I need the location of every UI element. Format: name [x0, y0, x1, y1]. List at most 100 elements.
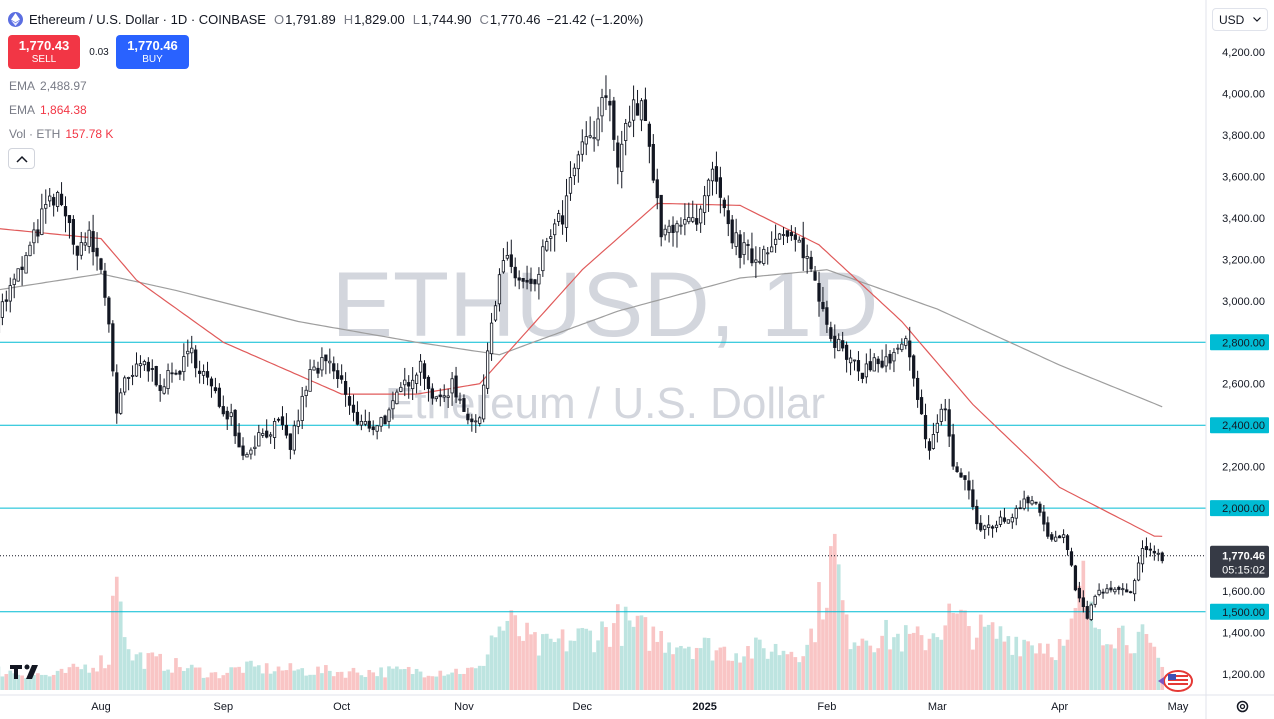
indicator-ema-long[interactable]: EMA 2,488.97 [9, 79, 87, 93]
candle-body[interactable] [237, 432, 241, 448]
candle-body[interactable] [979, 522, 983, 531]
candle-body[interactable] [126, 376, 131, 379]
candle-body[interactable] [1022, 498, 1026, 509]
candle-body[interactable] [896, 347, 900, 350]
candle-body[interactable] [888, 353, 892, 364]
candle-body[interactable] [616, 142, 620, 168]
candle-body[interactable] [529, 278, 533, 284]
candle-body[interactable] [154, 365, 158, 386]
candle-body[interactable] [714, 166, 719, 182]
candle-body[interactable] [1054, 536, 1058, 542]
candle-body[interactable] [990, 526, 995, 529]
candle-body[interactable] [1010, 517, 1014, 523]
candle-body[interactable] [1105, 588, 1109, 594]
candle-body[interactable] [478, 417, 482, 424]
candle-body[interactable] [48, 195, 52, 202]
candle-body[interactable] [450, 378, 454, 394]
candle-body[interactable] [142, 361, 147, 366]
candle-body[interactable] [667, 225, 671, 233]
candle-body[interactable] [872, 357, 876, 372]
candle-body[interactable] [103, 270, 107, 298]
candle-body[interactable] [320, 357, 324, 371]
candle-body[interactable] [545, 241, 549, 251]
tradingview-logo-icon[interactable] [10, 663, 44, 683]
candle-body[interactable] [742, 242, 746, 255]
indicator-ema-short[interactable]: EMA 1,864.38 [9, 103, 87, 117]
candle-body[interactable] [809, 256, 813, 270]
candle-body[interactable] [513, 266, 517, 279]
candle-body[interactable] [182, 356, 186, 373]
candle-body[interactable] [493, 305, 498, 321]
candle-body[interactable] [221, 406, 225, 415]
candle-body[interactable] [1093, 595, 1097, 605]
candle-body[interactable] [860, 372, 865, 379]
candle-body[interactable] [746, 244, 750, 246]
candle-body[interactable] [955, 466, 959, 473]
candle-body[interactable] [939, 408, 943, 422]
candle-body[interactable] [509, 254, 513, 267]
candle-body[interactable] [553, 223, 557, 236]
candle-body[interactable] [107, 297, 111, 325]
candle-body[interactable] [55, 192, 60, 207]
horizontal-levels[interactable] [0, 341, 1206, 613]
candle-body[interactable] [340, 375, 344, 380]
candle-body[interactable] [947, 409, 951, 437]
level-price-badge[interactable] [1210, 500, 1269, 517]
candle-body[interactable] [880, 360, 884, 368]
candle-body[interactable] [722, 199, 726, 209]
candle-body[interactable] [1132, 580, 1137, 595]
candle-body[interactable] [852, 359, 857, 362]
candle-body[interactable] [265, 430, 269, 438]
candle-body[interactable] [1148, 548, 1153, 551]
candle-body[interactable] [612, 100, 616, 140]
level-price-badge[interactable] [1210, 334, 1269, 351]
candle-body[interactable] [608, 100, 612, 106]
candle-body[interactable] [391, 400, 395, 410]
candle-body[interactable] [83, 242, 87, 246]
candle-body[interactable] [848, 357, 853, 364]
candle-body[interactable] [833, 335, 837, 348]
candle-body[interactable] [541, 246, 545, 272]
candle-body[interactable] [316, 367, 320, 374]
candle-body[interactable] [178, 370, 182, 375]
candle-body[interactable] [501, 260, 506, 273]
candle-body[interactable] [655, 179, 659, 199]
candle-body[interactable] [355, 411, 360, 425]
candle-body[interactable] [868, 361, 872, 371]
candle-body[interactable] [229, 412, 233, 417]
candle-body[interactable] [1077, 587, 1081, 599]
candle-body[interactable] [209, 378, 214, 387]
candle-body[interactable] [923, 415, 928, 440]
candle-body[interactable] [280, 416, 285, 426]
candle-body[interactable] [474, 420, 478, 423]
candle-body[interactable] [296, 420, 300, 427]
candle-body[interactable] [347, 396, 352, 406]
candle-body[interactable] [951, 434, 955, 467]
candle-body[interactable] [1002, 517, 1007, 522]
candle-body[interactable] [580, 141, 584, 155]
candle-body[interactable] [308, 369, 312, 392]
candle-body[interactable] [454, 375, 458, 398]
candle-body[interactable] [399, 386, 403, 392]
candle-body[interactable] [679, 224, 683, 227]
candle-body[interactable] [781, 234, 786, 236]
candle-body[interactable] [16, 268, 20, 282]
candle-body[interactable] [458, 398, 462, 401]
candle-body[interactable] [99, 258, 103, 270]
candle-body[interactable] [773, 238, 778, 245]
candle-body[interactable] [261, 433, 265, 436]
candle-body[interactable] [1097, 589, 1101, 595]
candle-body[interactable] [95, 247, 99, 257]
candle-body[interactable] [710, 168, 715, 182]
collapse-indicators-button[interactable] [8, 148, 35, 169]
candle-body[interactable] [892, 351, 896, 362]
candle-body[interactable] [801, 237, 805, 259]
candle-body[interactable] [675, 223, 679, 233]
candle-body[interactable] [63, 206, 68, 217]
candle-body[interactable] [1156, 552, 1160, 555]
price-axis[interactable]: 1,200.001,400.001,600.001,800.002,000.00… [1206, 0, 1274, 719]
candle-body[interactable] [963, 475, 967, 480]
candle-body[interactable] [1046, 522, 1050, 537]
candle-body[interactable] [387, 409, 391, 422]
